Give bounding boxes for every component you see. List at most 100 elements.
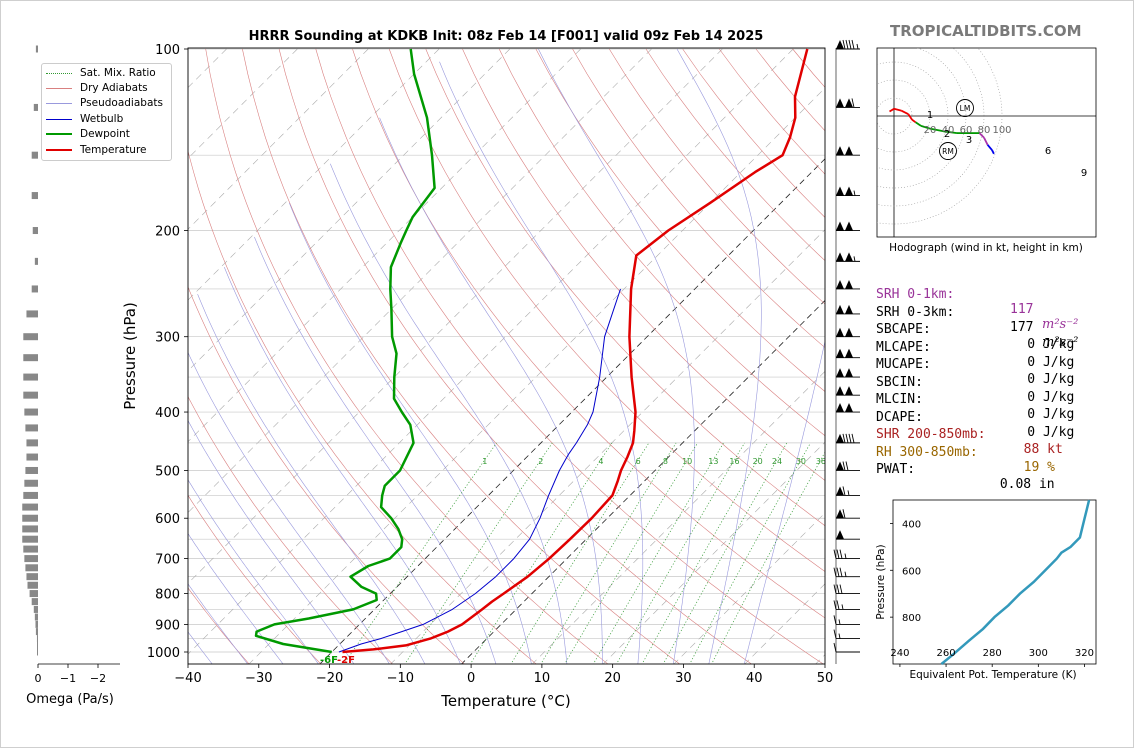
x-tick-label: 40 [746, 671, 763, 686]
legend-label: Temperature [80, 144, 147, 156]
moist-adiabat-line [439, 61, 644, 664]
wind-barb-feather [851, 433, 855, 443]
hodograph-marker-label: RM [942, 147, 954, 156]
wind-barb-flag [836, 252, 844, 262]
hodograph-ring [877, 79, 931, 153]
wind-barb-feather [833, 584, 837, 594]
dry-adiabat-line [462, 48, 825, 481]
y-tick-label: 100 [155, 43, 180, 58]
wind-barb-flag [836, 530, 844, 540]
wind-barb-flag [836, 40, 844, 49]
hodograph-segment [986, 144, 993, 151]
index-sbcape: SBCAPE: 0 J/kg [876, 307, 1116, 352]
mixing-ratio-line [662, 442, 788, 664]
wind-barb-half-feather [838, 633, 841, 639]
isotherm-line [188, 48, 298, 159]
wind-barb [836, 348, 860, 359]
wind-barb-feather [833, 615, 837, 625]
mixing-ratio-label: 1 [482, 457, 487, 466]
theta-e-y-label: Pressure (hPa) [875, 544, 887, 619]
wind-barb-flag [836, 98, 844, 108]
mixing-ratio-line [469, 442, 613, 664]
wind-barb [833, 549, 860, 560]
dry-adiabat-line [188, 149, 537, 664]
wind-barb-feather [839, 567, 843, 577]
wind-barb-feather [851, 39, 855, 50]
wind-barb-flag [836, 304, 844, 314]
isotherm-line [188, 48, 369, 230]
omega-bar [35, 620, 38, 628]
isotherm-line [673, 512, 825, 664]
omega-bar [25, 424, 38, 432]
hodograph-segment [991, 149, 995, 155]
legend-item-dewpoint: Dewpoint [46, 127, 130, 141]
hodograph-segment [911, 118, 917, 124]
omega-bar [26, 439, 38, 447]
omega-bar [36, 635, 38, 643]
omega-bar [24, 555, 38, 563]
omega-bar [32, 227, 38, 235]
hodograph-ring-label: 20 [924, 125, 937, 136]
mixing-ratio-line [564, 442, 698, 664]
index-label: DCAPE: [876, 409, 923, 425]
index-mlcin: MLCIN: 0 J/kg [876, 377, 1116, 422]
moist-adiabat-line [224, 266, 461, 664]
mixing-ratio-label: 16 [729, 457, 739, 466]
omega-bar [33, 103, 38, 111]
legend-item-dry-adiabats: Dry Adiabats [46, 81, 148, 95]
hodograph-height-label: 2 [944, 129, 950, 140]
mixing-ratio-label: 20 [753, 457, 763, 466]
index-srh-0-1km: SRH 0-1km: 117 m²s⁻² [876, 272, 1116, 332]
hodograph-marker-label: LM [960, 104, 971, 113]
moist-adiabat-line [379, 117, 603, 664]
x-tick-label: −10 [387, 671, 414, 686]
omega-panel: 0 −1 −2 Omega (Pa/s) [22, 45, 120, 707]
wind-barb-flag [836, 461, 844, 471]
theta-e-y-tick-label: 400 [902, 519, 921, 530]
isotherm-line [188, 48, 511, 372]
dry-adiabat-line [188, 286, 465, 664]
wind-barb-feather [842, 433, 846, 443]
theta-e-y-tick-label: 600 [902, 566, 921, 577]
wind-barb-flag [845, 98, 853, 108]
wind-barb [836, 252, 860, 262]
mixing-ratio-label: 4 [598, 457, 603, 466]
wind-barb-half-feather [856, 43, 859, 50]
y-tick-label: 800 [155, 588, 180, 603]
moist-adiabat-line [330, 163, 568, 664]
hodograph-segment [983, 137, 989, 146]
moist-adiabat-line [538, 48, 695, 664]
x-tick-label: 20 [604, 671, 621, 686]
wetbulb-profile-line [338, 288, 621, 653]
mixing-ratio-line [689, 442, 811, 664]
wind-barb-half-feather [853, 256, 856, 262]
omega-bar [24, 408, 38, 416]
legend-item-pseudoadiabats: Pseudoadiabats [46, 96, 163, 110]
legend-label: Dewpoint [80, 128, 130, 140]
wind-barb-flag [845, 386, 853, 396]
surface-temp-label-2: -2F [337, 655, 355, 666]
wind-barb [836, 304, 860, 315]
x-tick-label: 30 [675, 671, 692, 686]
wind-barb-half-feather [844, 553, 847, 559]
wind-barb-feather [848, 433, 852, 443]
legend-swatch [46, 118, 72, 120]
wind-barb-half-feather [853, 190, 856, 196]
omega-bar [34, 257, 38, 265]
wind-barb-feather [845, 433, 849, 443]
wind-barb-feather [833, 567, 837, 577]
legend-item-wetbulb: Wetbulb [46, 112, 123, 126]
wind-barb [833, 567, 860, 578]
wind-barb [836, 403, 860, 413]
mixing-ratio-line [510, 442, 650, 664]
mixing-ratio-line [540, 442, 677, 664]
hodograph-ring-label: 100 [992, 125, 1011, 136]
wind-barb-flag [845, 279, 853, 289]
omega-bar [31, 598, 38, 606]
wind-barb-feather [845, 461, 849, 471]
hodograph-height-label: 1 [927, 110, 933, 121]
omega-bar [26, 573, 38, 581]
moist-adiabat-line [188, 533, 284, 664]
mixing-ratio-line [592, 442, 724, 664]
